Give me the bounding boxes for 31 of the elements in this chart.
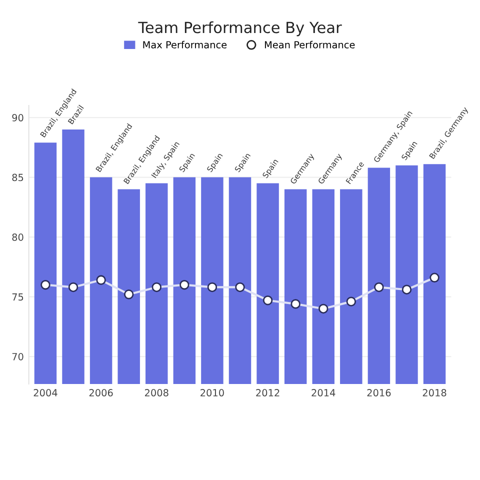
point	[262, 296, 273, 306]
x-tick-label: 2010	[200, 389, 224, 396]
point	[290, 299, 300, 309]
y-tick-label: 75	[12, 293, 24, 301]
x-tick-label: 2006	[89, 389, 113, 396]
x-tick-label: 2012	[256, 389, 280, 396]
point	[96, 275, 106, 285]
y-tick-label: 85	[12, 174, 24, 182]
point	[152, 282, 162, 292]
chart-title: Team Performance By Year	[138, 21, 342, 36]
point	[40, 280, 50, 290]
x-tick-label: 2004	[34, 389, 58, 396]
x-tick-label: 2018	[422, 389, 446, 396]
legend-label: Max Performance	[143, 40, 227, 48]
y-tick-label: 70	[12, 352, 24, 360]
point	[346, 296, 356, 306]
point	[180, 280, 190, 290]
x-tick-label: 2016	[367, 389, 391, 396]
point	[235, 282, 245, 292]
x-tick-label: 2014	[312, 389, 336, 396]
x-tick-label: 2008	[144, 389, 168, 396]
legend-label: Mean Performance	[264, 40, 355, 48]
point	[68, 282, 78, 292]
y-tick-label: 90	[12, 114, 24, 122]
point	[207, 282, 218, 292]
point	[318, 304, 328, 314]
point	[124, 290, 134, 300]
y-tick-label: 80	[12, 234, 24, 241]
point	[430, 272, 440, 283]
point	[402, 284, 412, 294]
point	[374, 282, 384, 292]
